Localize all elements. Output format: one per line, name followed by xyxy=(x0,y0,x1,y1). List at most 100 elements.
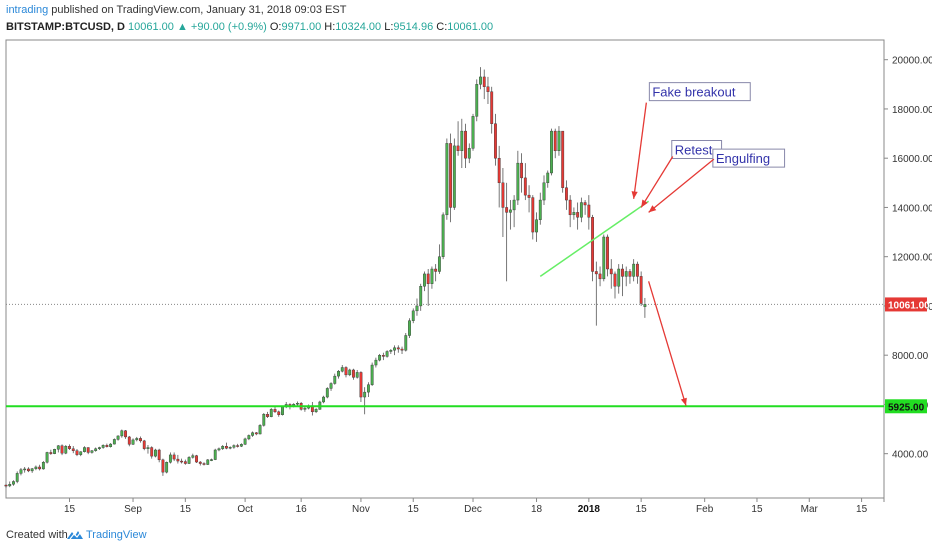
candle xyxy=(490,91,494,124)
candle xyxy=(557,130,561,152)
x-tick-label: 15 xyxy=(636,504,648,515)
candle xyxy=(337,370,340,377)
candle xyxy=(71,448,75,451)
candle xyxy=(90,450,94,453)
candle xyxy=(583,202,587,206)
candle xyxy=(348,369,352,376)
candle xyxy=(639,276,643,304)
tradingview-logo-icon xyxy=(67,531,83,540)
candle xyxy=(266,414,269,417)
candle xyxy=(635,263,639,277)
candle xyxy=(273,409,277,413)
x-tick-label: 2018 xyxy=(578,504,601,515)
candle xyxy=(456,145,460,152)
created-with-label: Created with xyxy=(6,529,68,541)
annotation-arrow xyxy=(647,281,687,406)
candle xyxy=(617,268,621,287)
candle xyxy=(150,447,154,457)
candle xyxy=(542,182,546,201)
candle xyxy=(538,199,542,220)
candle xyxy=(355,372,359,378)
candle xyxy=(68,446,71,449)
x-tick-label: Dec xyxy=(464,504,482,515)
candle xyxy=(165,462,169,473)
candle xyxy=(38,466,42,470)
x-tick-label: Feb xyxy=(696,504,714,515)
candle xyxy=(415,305,419,312)
y-tick-label: 20000.00 xyxy=(892,56,932,67)
annotation-box xyxy=(712,148,786,168)
symbol-label[interactable]: BITSTAMP:BTCUSD, D xyxy=(6,21,125,33)
candle xyxy=(183,461,187,464)
candle xyxy=(180,460,184,463)
candle xyxy=(116,435,120,440)
candle xyxy=(508,209,512,213)
candle xyxy=(613,273,617,287)
candle xyxy=(381,354,385,357)
candle xyxy=(621,268,624,277)
tradingview-brand-link[interactable]: TradingView xyxy=(86,529,147,541)
y-tick-label: 18000.00 xyxy=(892,105,932,116)
candle xyxy=(142,440,146,449)
candle xyxy=(64,446,68,454)
candle xyxy=(594,271,598,275)
candle xyxy=(53,449,56,454)
close-label: C: xyxy=(436,21,448,33)
candle xyxy=(385,351,389,357)
candle xyxy=(344,367,348,376)
candle xyxy=(202,463,206,465)
candlestick-chart[interactable]: 4000.006000.008000.0010000.0012000.00140… xyxy=(0,38,932,520)
x-tick-label: Mar xyxy=(801,504,819,515)
candle xyxy=(411,310,415,321)
candle xyxy=(120,430,124,437)
candle xyxy=(314,409,318,413)
candle xyxy=(505,207,509,213)
price-label-box xyxy=(885,297,927,312)
candle xyxy=(105,445,109,447)
candle xyxy=(191,455,195,458)
candle xyxy=(396,347,400,350)
candle xyxy=(8,484,12,487)
candle xyxy=(363,391,367,398)
candle xyxy=(494,123,497,159)
candle xyxy=(460,130,464,152)
candle xyxy=(225,446,228,449)
candle xyxy=(172,454,176,460)
x-tick-label: 15 xyxy=(856,504,868,515)
candle xyxy=(112,439,116,445)
candle xyxy=(154,449,157,457)
candle xyxy=(195,455,198,463)
candle xyxy=(131,439,135,445)
candle xyxy=(322,396,325,403)
candle xyxy=(471,116,475,149)
close-value: 10061.00 xyxy=(447,21,494,33)
candle xyxy=(523,177,527,196)
candle xyxy=(609,268,613,275)
high-value: 10324.00 xyxy=(335,21,382,33)
chart-header: intrading published on TradingView.com, … xyxy=(0,0,932,38)
candle xyxy=(352,369,355,378)
candle xyxy=(561,130,565,188)
plot-area xyxy=(5,39,885,499)
candle xyxy=(124,430,127,438)
low-label: L: xyxy=(384,21,394,33)
candle xyxy=(176,458,180,462)
candle xyxy=(419,286,423,307)
trendline xyxy=(539,200,650,278)
candle xyxy=(333,375,337,384)
candle xyxy=(591,217,594,272)
annotation-label: Engulfing xyxy=(716,151,770,166)
open-label: O: xyxy=(269,21,282,33)
author-link[interactable]: intrading xyxy=(6,4,49,16)
price-change: ▲ +90.00 (+0.9%) xyxy=(176,21,267,33)
candle xyxy=(643,304,647,307)
candle xyxy=(45,452,49,463)
candle xyxy=(34,466,38,469)
candle xyxy=(430,268,434,284)
candle xyxy=(303,407,307,410)
candle xyxy=(251,432,255,436)
x-tick-label: 15 xyxy=(180,504,192,515)
candle xyxy=(206,459,210,465)
candle xyxy=(329,383,333,389)
candle xyxy=(512,199,516,211)
